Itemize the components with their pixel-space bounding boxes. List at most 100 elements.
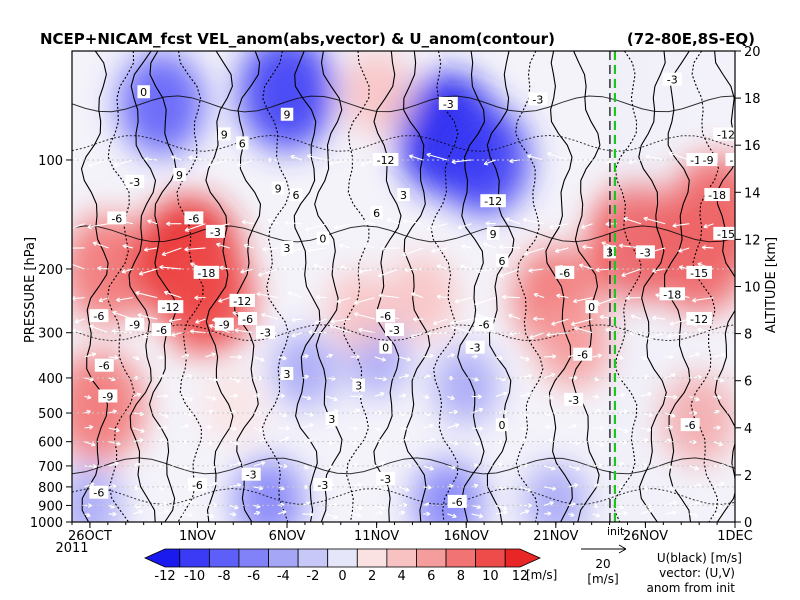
velocity-arrow-shaft [713,353,726,358]
velocity-arrow-shaft [640,509,653,515]
velocity-arrow [229,441,240,446]
velocity-arrow-head [720,481,725,487]
velocity-arrow-shaft [665,426,673,429]
velocity-arrow-head [528,268,533,273]
vector-reference: 20 [m/s] [581,544,627,586]
velocity-arrow-shaft [156,510,169,515]
velocity-arrow-shaft [689,395,700,401]
velocity-arrow-head [642,463,648,468]
contour-label-box [352,378,365,392]
velocity-arrow [398,356,411,362]
velocity-arrow-shaft [606,159,617,165]
velocity-arrow-head [594,376,600,382]
velocity-arrow-head [355,408,361,414]
velocity-arrow-shaft [92,242,109,249]
contour-label: -3 [635,245,655,259]
velocity-arrow-head [195,319,200,324]
anomaly-blob [272,331,338,409]
contour-label-box [447,494,467,508]
velocity-arrow [108,461,119,467]
contour-label-box [564,392,584,406]
contour-label: 6 [495,253,509,268]
velocity-arrow [386,218,400,225]
velocity-arrow [256,291,279,299]
contour-label: -6 [94,358,114,373]
contour-label-text: -3 [129,176,140,189]
velocity-arrow-head [667,333,672,339]
velocity-arrow-head [258,375,263,381]
velocity-arrow-head [697,327,702,333]
colorbar-label: 12 [512,569,529,584]
velocity-arrow-head [717,394,722,400]
velocity-arrow-head [164,509,170,515]
contour-label-box [205,224,225,238]
velocity-arrow-shaft [386,218,400,225]
contour-label: -6 [555,265,575,280]
velocity-arrow [84,352,97,358]
velocity-arrow-shaft [379,294,400,299]
velocity-arrow-shaft [253,427,263,432]
contour-label: -15 [713,226,735,241]
velocity-arrow-head [115,427,120,433]
velocity-arrow [284,220,303,226]
contour-label-text: -12 [162,301,180,314]
velocity-arrow [229,426,237,432]
contour-label: -6 [447,494,467,509]
velocity-arrow-shaft [436,295,448,299]
velocity-arrow-head [648,412,653,418]
velocity-arrow-shaft [241,221,254,225]
velocity-arrow [360,159,376,167]
velocity-arrow-head [427,485,432,490]
velocity-arrow-head [718,503,723,509]
velocity-arrow-head [533,316,538,322]
velocity-arrow-head [436,294,441,300]
contour-label: -9 [698,152,718,167]
velocity-arrow-shaft [122,245,134,249]
velocity-arrow-shaft [253,439,266,443]
velocity-arrow-head [235,378,241,383]
contour-label-text: -12 [233,295,251,308]
velocity-arrow-shaft [713,426,721,429]
velocity-arrow [108,427,120,433]
velocity-arrow-shaft [423,465,434,470]
velocity-arrow-head [183,464,189,470]
velocity-arrow [163,290,182,299]
velocity-arrow-head [529,334,534,340]
velocity-arrow [482,242,496,249]
velocity-arrow [157,425,168,431]
velocity-arrow-head [499,244,504,250]
velocity-arrow-shaft [640,392,652,397]
altitude-tick-label: 20 [744,45,761,60]
velocity-arrow [374,356,386,362]
velocity-arrow-shaft [139,268,158,275]
colorbar-label: 10 [482,569,499,584]
velocity-arrow [398,486,410,492]
velocity-arrow-head [291,317,296,323]
velocity-arrow-head [290,154,295,160]
velocity-arrow [431,247,448,253]
velocity-arrow-head [454,440,459,446]
contour-label-box [241,467,261,481]
velocity-arrow-head [599,425,604,431]
velocity-arrow-shaft [495,511,508,515]
velocity-arrow-head [670,413,676,418]
velocity-arrow [374,391,385,397]
velocity-arrow [570,318,593,327]
velocity-arrow [689,512,698,518]
velocity-arrow-shaft [426,223,448,230]
velocity-arrow [499,244,520,250]
contour-label: -12 [157,300,184,314]
velocity-arrow-shaft [423,355,434,358]
contour-label: -3 [385,323,405,337]
contour-label: -3 [528,92,548,106]
velocity-arrow [181,500,193,506]
altitude-tick-label: 8 [744,328,752,343]
velocity-arrow-head [509,331,514,336]
velocity-arrow [307,154,327,161]
velocity-arrow-head [482,242,488,247]
contour-label: -9 [214,317,234,332]
contour-line [148,51,177,522]
velocity-arrow-head [509,158,514,164]
velocity-arrow [652,315,666,321]
velocity-arrow-shaft [703,223,714,228]
